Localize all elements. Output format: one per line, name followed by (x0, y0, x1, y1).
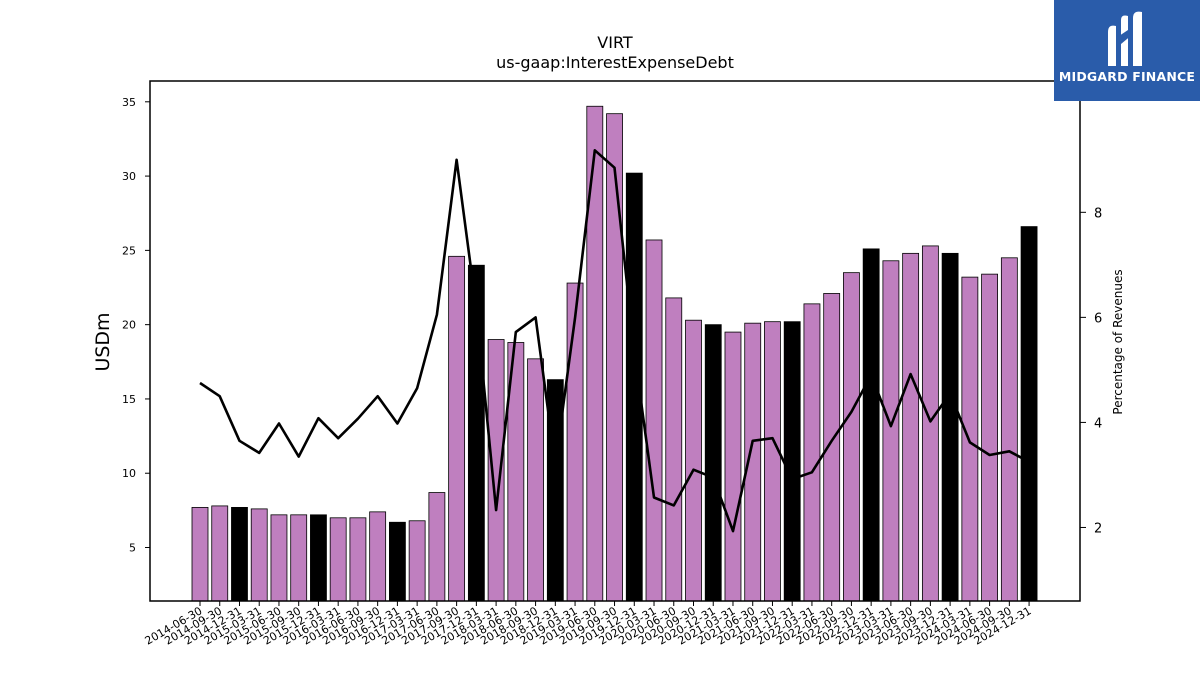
bar-2016-09-30 (369, 511, 387, 602)
bar-2022-09-30 (843, 272, 860, 602)
y2-axis: 2 4 6 8 (1080, 206, 1102, 536)
bar-2023-03-31 (882, 260, 900, 602)
bar-2016-12-31 (388, 521, 406, 602)
bar-series (191, 105, 1038, 602)
y-tick-label: 20 (122, 319, 136, 332)
bar-2020-06-30 (665, 297, 683, 602)
percentage-line (199, 149, 1030, 533)
bar-2015-06-30 (270, 514, 288, 602)
bar-2020-09-30 (685, 319, 702, 602)
bar-2023-06-30 (902, 252, 920, 602)
y-axis: 5 10 15 20 25 30 35 (122, 96, 150, 555)
y-tick-label: 10 (122, 467, 136, 480)
chart-subtitle: us-gaap:InterestExpenseDebt (496, 53, 734, 72)
bar-2017-03-31 (408, 520, 426, 602)
y2-tick-label: 8 (1094, 206, 1102, 221)
plot-frame (149, 80, 1081, 602)
line-series (199, 149, 1030, 533)
y2-tick-label: 6 (1094, 311, 1102, 326)
bar-2019-06-30 (586, 105, 604, 602)
y-tick-label: 30 (122, 170, 136, 183)
bar-2020-12-31 (704, 324, 722, 602)
bar-2021-03-31 (724, 331, 742, 602)
bar-2022-06-30 (823, 293, 841, 602)
bar-2016-06-30 (349, 517, 367, 602)
bar-2020-03-31 (645, 239, 663, 602)
y-tick-label: 25 (122, 244, 136, 257)
x-axis: 2014-06-302014-09-302014-12-312015-03-31… (143, 601, 1034, 648)
bar-2016-03-31 (329, 517, 347, 602)
y2-tick-label: 4 (1094, 416, 1102, 431)
logo-text: MIDGARD FINANCE (1058, 69, 1196, 84)
y-tick-label: 35 (122, 96, 136, 109)
bar-2018-12-31 (546, 379, 564, 602)
y-tick-label: 5 (129, 542, 136, 555)
y-axis-label: USDm (92, 312, 114, 371)
bar-2015-12-31 (310, 514, 327, 602)
bar-2014-06-30 (191, 506, 209, 602)
bar-2024-12-31 (1020, 226, 1038, 602)
bar-2014-12-31 (231, 506, 248, 602)
bar-2015-09-30 (290, 514, 308, 602)
logo-badge: MIDGARD FINANCE (1054, 0, 1200, 101)
bar-2018-09-30 (527, 358, 544, 602)
bar-2023-09-30 (921, 245, 939, 602)
bar-2017-06-30 (428, 492, 446, 602)
bar-2022-03-31 (803, 303, 821, 602)
bar-2023-12-31 (941, 252, 959, 602)
midgard-logo-icon (1108, 11, 1142, 67)
bar-2014-09-30 (211, 505, 229, 602)
bar-2021-12-31 (783, 321, 801, 602)
bar-2022-12-31 (862, 248, 880, 602)
y-tick-label: 15 (122, 393, 136, 406)
bar-2024-06-30 (981, 273, 998, 602)
y2-tick-label: 2 (1094, 521, 1102, 536)
bar-2017-09-30 (448, 255, 466, 602)
bar-2024-09-30 (1000, 257, 1018, 602)
chart-title: VIRT (597, 33, 633, 52)
bar-2019-09-30 (606, 113, 623, 602)
bar-2019-03-31 (566, 282, 584, 602)
y2-axis-label: Percentage of Revenues (1111, 269, 1125, 414)
bar-2021-09-30 (764, 321, 781, 602)
bar-2015-03-31 (250, 508, 268, 602)
